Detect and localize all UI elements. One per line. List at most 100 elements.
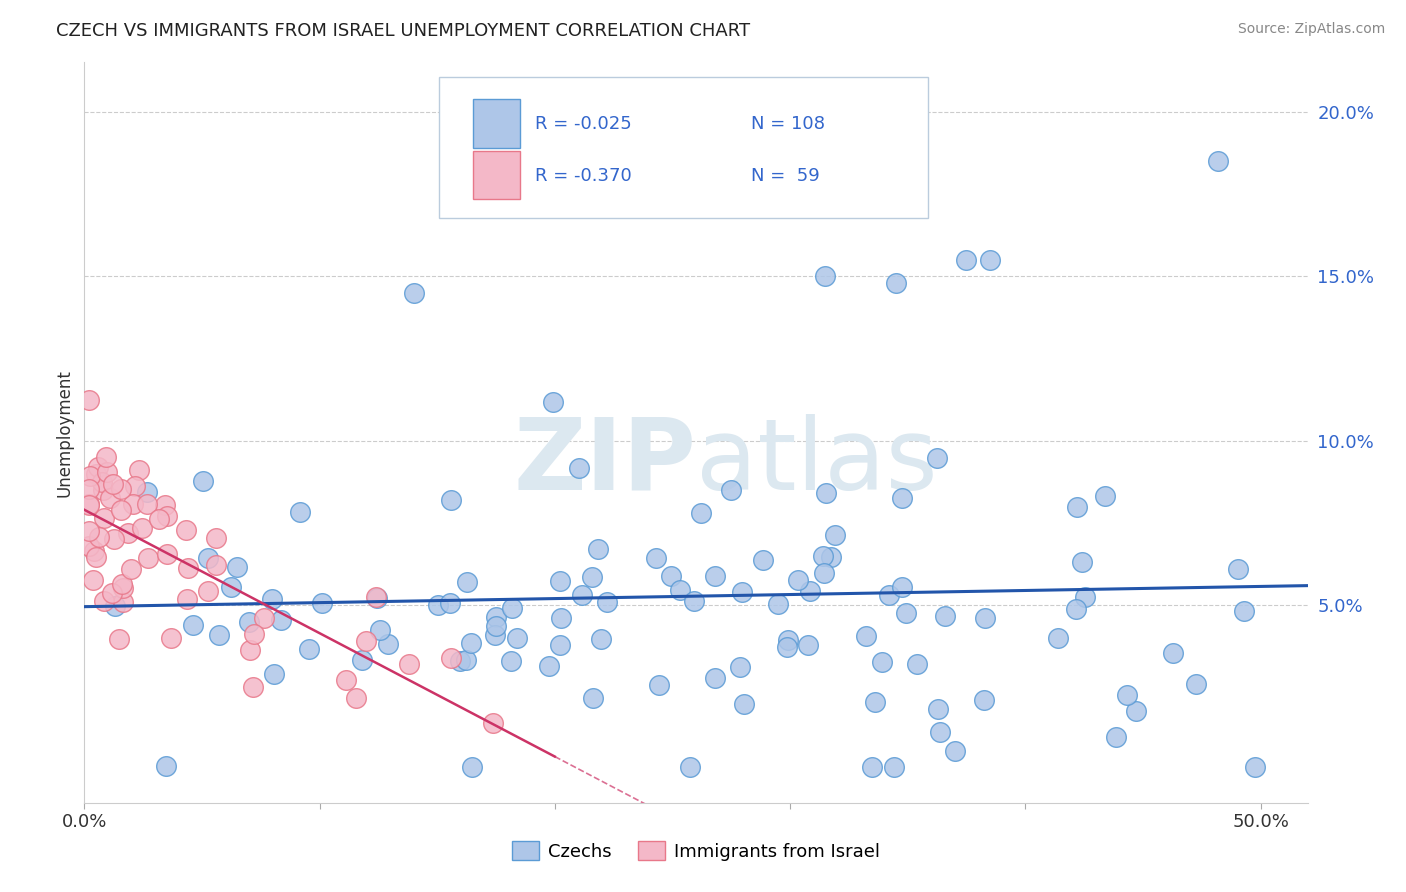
Czechs [402, 285, 425, 300]
Czechs [501, 600, 523, 615]
FancyBboxPatch shape [439, 78, 928, 218]
Immigrants from Israel [107, 632, 129, 647]
Immigrants from Israel [101, 476, 124, 491]
Text: R = -0.025: R = -0.025 [534, 115, 631, 133]
Czechs [586, 542, 609, 557]
Immigrants from Israel [77, 539, 100, 553]
Immigrants from Israel [356, 634, 378, 648]
Immigrants from Israel [83, 544, 105, 558]
Czechs [135, 485, 157, 500]
Czechs [366, 591, 388, 605]
Czechs [1233, 604, 1256, 618]
Czechs [934, 609, 956, 624]
Czechs [537, 659, 560, 673]
Immigrants from Israel [205, 558, 228, 573]
Immigrants from Israel [177, 561, 200, 575]
Czechs [1104, 730, 1126, 744]
Czechs [811, 549, 834, 563]
Czechs [581, 691, 603, 706]
Czechs [730, 585, 752, 599]
Text: ZIP: ZIP [513, 414, 696, 511]
Immigrants from Israel [96, 465, 118, 479]
Czechs [548, 574, 571, 588]
Czechs [820, 549, 842, 564]
Czechs [1047, 631, 1070, 645]
Czechs [104, 599, 127, 613]
Immigrants from Israel [77, 392, 100, 407]
Czechs [945, 744, 967, 758]
Czechs [461, 759, 484, 773]
Czechs [439, 596, 461, 610]
Czechs [1244, 759, 1267, 773]
Immigrants from Israel [90, 475, 112, 490]
Czechs [645, 551, 668, 566]
Immigrants from Israel [253, 610, 276, 624]
Text: N =  59: N = 59 [751, 167, 820, 185]
Czechs [751, 552, 773, 566]
Immigrants from Israel [155, 499, 177, 513]
Czechs [1074, 591, 1097, 605]
Text: Source: ZipAtlas.com: Source: ZipAtlas.com [1237, 22, 1385, 37]
Czechs [311, 596, 333, 610]
Czechs [571, 588, 593, 602]
Immigrants from Israel [205, 531, 228, 545]
Czechs [1227, 562, 1250, 576]
Immigrants from Israel [364, 591, 387, 605]
Immigrants from Israel [110, 483, 132, 497]
Czechs [1184, 676, 1206, 690]
Czechs [193, 474, 215, 488]
Czechs [506, 632, 529, 646]
Czechs [460, 636, 482, 650]
Czechs [865, 696, 887, 710]
Czechs [690, 506, 713, 520]
Czechs [974, 611, 997, 625]
Czechs [927, 450, 949, 465]
Immigrants from Israel [131, 521, 153, 535]
Czechs [270, 613, 292, 627]
Czechs [225, 560, 247, 574]
Immigrants from Israel [112, 595, 135, 609]
Czechs [1163, 646, 1185, 660]
Immigrants from Israel [93, 511, 115, 525]
Immigrants from Israel [77, 483, 100, 497]
Immigrants from Israel [136, 497, 159, 511]
Immigrants from Israel [176, 523, 198, 537]
Immigrants from Israel [124, 479, 146, 493]
Text: N = 108: N = 108 [751, 115, 825, 133]
Czechs [860, 759, 883, 773]
Czechs [208, 628, 231, 642]
Czechs [427, 598, 450, 612]
FancyBboxPatch shape [474, 152, 520, 200]
Immigrants from Israel [111, 577, 134, 591]
Immigrants from Israel [136, 550, 159, 565]
Czechs [499, 654, 522, 668]
Czechs [796, 639, 818, 653]
Immigrants from Israel [197, 583, 219, 598]
Czechs [928, 725, 950, 739]
Czechs [855, 630, 877, 644]
Legend: Czechs, Immigrants from Israel: Czechs, Immigrants from Israel [505, 834, 887, 868]
Czechs [298, 642, 321, 657]
Czechs [596, 594, 619, 608]
Immigrants from Israel [344, 691, 367, 706]
Immigrants from Israel [110, 502, 132, 516]
Czechs [973, 693, 995, 707]
Immigrants from Israel [242, 680, 264, 694]
Czechs [456, 574, 478, 589]
Czechs [778, 633, 800, 648]
Text: atlas: atlas [696, 414, 938, 511]
Czechs [155, 759, 177, 773]
Immigrants from Israel [84, 550, 107, 565]
Czechs [1064, 601, 1087, 615]
Immigrants from Israel [77, 498, 100, 512]
Immigrants from Israel [128, 463, 150, 477]
Czechs [1066, 500, 1088, 514]
Immigrants from Israel [87, 460, 110, 475]
Immigrants from Israel [335, 673, 357, 688]
Immigrants from Israel [103, 532, 125, 546]
Czechs [449, 655, 471, 669]
Czechs [776, 640, 799, 654]
Czechs [979, 252, 1001, 267]
Czechs [1094, 489, 1116, 503]
Czechs [813, 566, 835, 580]
